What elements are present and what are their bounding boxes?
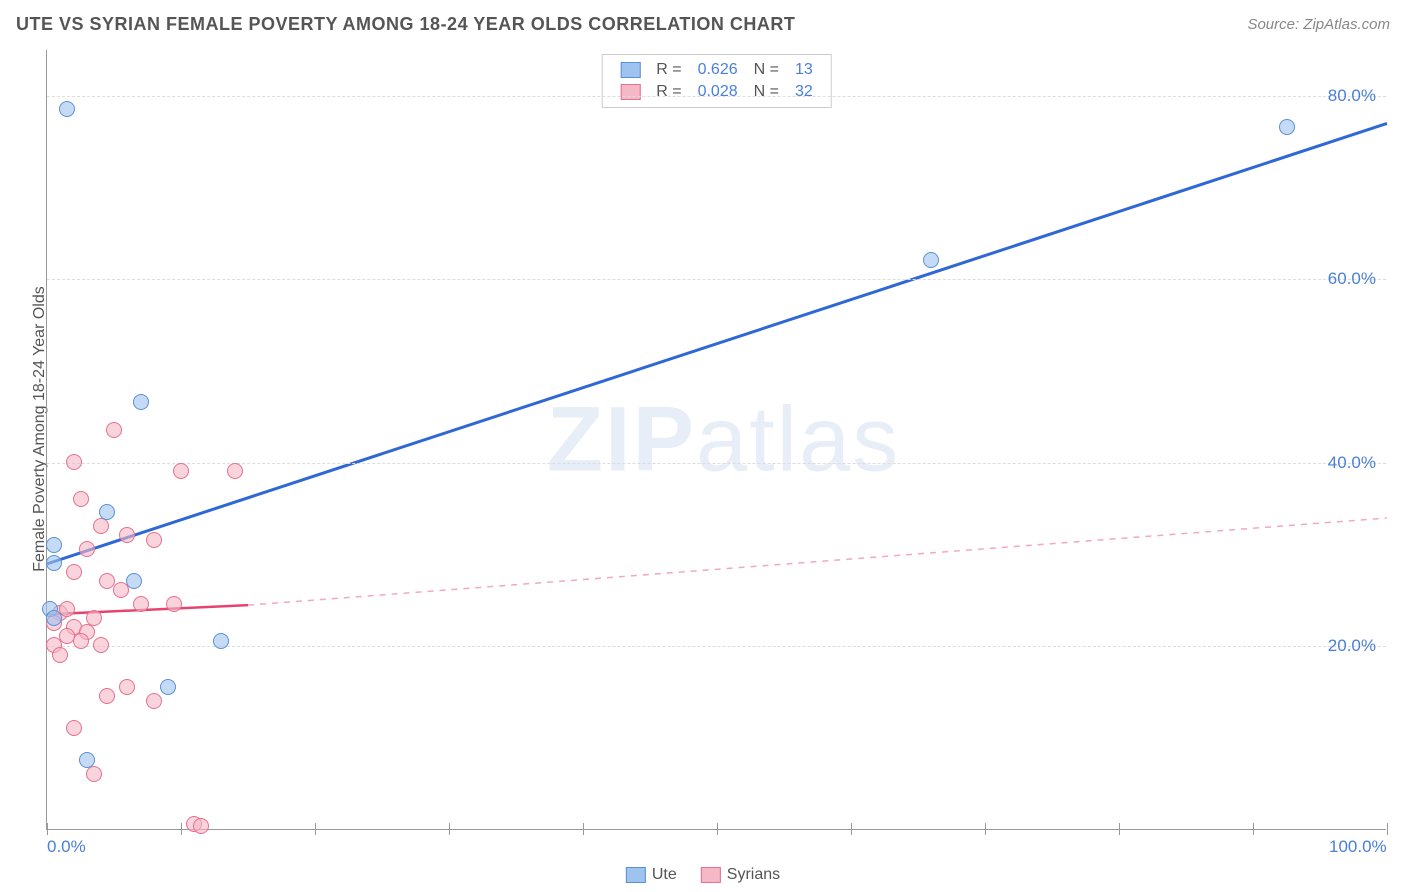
r-label: R = bbox=[648, 81, 689, 103]
x-tick bbox=[583, 823, 584, 835]
data-point bbox=[227, 463, 243, 479]
y-tick-label: 80.0% bbox=[1328, 86, 1376, 106]
data-point bbox=[119, 679, 135, 695]
y-tick-label: 20.0% bbox=[1328, 636, 1376, 656]
data-point bbox=[133, 394, 149, 410]
data-point bbox=[52, 647, 68, 663]
x-tick bbox=[315, 823, 316, 835]
data-point bbox=[213, 633, 229, 649]
data-point bbox=[99, 504, 115, 520]
data-point bbox=[79, 752, 95, 768]
x-tick-label: 0.0% bbox=[47, 837, 86, 857]
trend-line bbox=[248, 518, 1387, 605]
x-tick bbox=[47, 823, 48, 835]
data-point bbox=[923, 252, 939, 268]
n-value: 32 bbox=[787, 81, 821, 103]
r-value: 0.626 bbox=[690, 59, 746, 81]
data-point bbox=[59, 601, 75, 617]
n-value: 13 bbox=[787, 59, 821, 81]
legend-row: R =0.028N =32 bbox=[612, 81, 821, 103]
data-point bbox=[126, 573, 142, 589]
legend-swatch bbox=[620, 84, 640, 100]
data-point bbox=[160, 679, 176, 695]
data-point bbox=[133, 596, 149, 612]
data-point bbox=[46, 610, 62, 626]
data-point bbox=[73, 491, 89, 507]
data-point bbox=[146, 532, 162, 548]
legend-swatch bbox=[701, 867, 721, 883]
x-tick bbox=[1119, 823, 1120, 835]
data-point bbox=[99, 688, 115, 704]
data-point bbox=[166, 596, 182, 612]
source-label: Source: ZipAtlas.com bbox=[1247, 16, 1390, 33]
data-point bbox=[93, 518, 109, 534]
data-point bbox=[66, 720, 82, 736]
legend-item: Syrians bbox=[701, 866, 780, 884]
x-tick bbox=[449, 823, 450, 835]
gridline bbox=[47, 646, 1386, 647]
plot-area: ZIPatlas R =0.626N =13R =0.028N =32 20.0… bbox=[46, 50, 1386, 830]
x-tick-label: 100.0% bbox=[1329, 837, 1387, 857]
r-label: R = bbox=[648, 59, 689, 81]
r-value: 0.028 bbox=[690, 81, 746, 103]
x-tick bbox=[851, 823, 852, 835]
y-tick-label: 40.0% bbox=[1328, 453, 1376, 473]
gridline bbox=[47, 96, 1386, 97]
legend-row: R =0.626N =13 bbox=[612, 59, 821, 81]
data-point bbox=[106, 422, 122, 438]
series-legend: Ute Syrians bbox=[626, 866, 780, 884]
y-tick-label: 60.0% bbox=[1328, 269, 1376, 289]
header: UTE VS SYRIAN FEMALE POVERTY AMONG 18-24… bbox=[16, 14, 1390, 35]
x-tick bbox=[1387, 823, 1388, 835]
data-point bbox=[86, 610, 102, 626]
data-point bbox=[86, 766, 102, 782]
legend-label: Ute bbox=[652, 866, 677, 883]
data-point bbox=[193, 818, 209, 834]
x-tick bbox=[717, 823, 718, 835]
correlation-legend: R =0.626N =13R =0.028N =32 bbox=[601, 54, 832, 108]
data-point bbox=[146, 693, 162, 709]
x-tick bbox=[181, 823, 182, 835]
data-point bbox=[79, 541, 95, 557]
n-label: N = bbox=[746, 81, 787, 103]
legend-item: Ute bbox=[626, 866, 677, 884]
data-point bbox=[119, 527, 135, 543]
trend-lines-layer bbox=[47, 50, 1386, 829]
chart-title: UTE VS SYRIAN FEMALE POVERTY AMONG 18-24… bbox=[16, 14, 795, 35]
data-point bbox=[93, 637, 109, 653]
legend-swatch bbox=[626, 867, 646, 883]
legend-label: Syrians bbox=[727, 866, 780, 883]
data-point bbox=[66, 454, 82, 470]
data-point bbox=[73, 633, 89, 649]
legend-swatch bbox=[620, 62, 640, 78]
x-tick bbox=[1253, 823, 1254, 835]
data-point bbox=[46, 537, 62, 553]
gridline bbox=[47, 463, 1386, 464]
trend-line bbox=[47, 123, 1387, 563]
data-point bbox=[66, 564, 82, 580]
data-point bbox=[46, 555, 62, 571]
x-tick bbox=[985, 823, 986, 835]
data-point bbox=[59, 101, 75, 117]
n-label: N = bbox=[746, 59, 787, 81]
gridline bbox=[47, 279, 1386, 280]
data-point bbox=[1279, 119, 1295, 135]
data-point bbox=[173, 463, 189, 479]
